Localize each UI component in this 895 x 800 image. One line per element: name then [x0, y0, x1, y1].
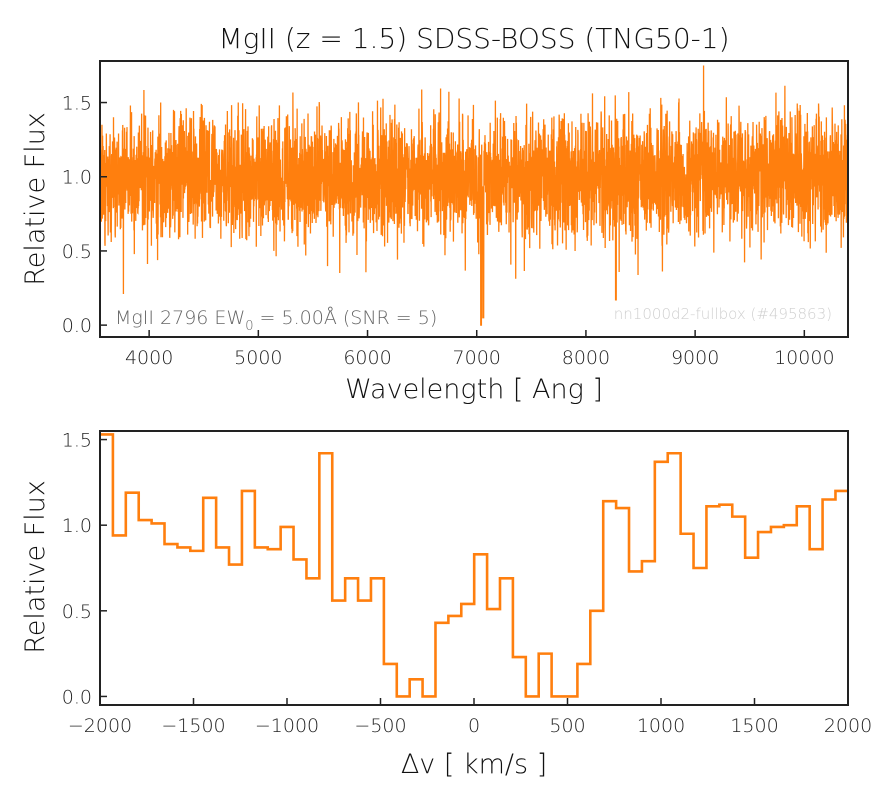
y-tick-label: 0.5 [62, 601, 92, 623]
x-tick-label: 1500 [730, 715, 778, 737]
y-tick-label: 1.5 [62, 93, 92, 115]
ew-annotation: MgII 2796 EW0 = 5.00Å (SNR = 5) [115, 306, 437, 334]
x-tick-label: 2000 [824, 715, 872, 737]
x-tick-label: 10000 [774, 347, 834, 369]
ew-annotation-subscript: 0 [245, 319, 253, 334]
y-tick-label: 0.0 [62, 686, 92, 708]
y-tick-label: 1.5 [62, 430, 92, 452]
x-tick-label: 1000 [637, 715, 685, 737]
x-tick-label: −500 [354, 715, 406, 737]
x-tick-label: 7000 [453, 347, 501, 369]
spectrum-x-ticks: 4000 5000 6000 7000 8000 9000 10000 [125, 330, 835, 369]
velocity-plot-area [100, 433, 848, 698]
x-tick-label: 4000 [125, 347, 173, 369]
x-tick-label: −2000 [68, 715, 132, 737]
chart-title: MgII (z = 1.5) SDSS-BOSS (TNG50-1) [218, 22, 729, 55]
y-tick-label: 1.0 [62, 515, 92, 537]
x-tick-label: −1000 [255, 715, 319, 737]
spectrum-plot-area [100, 65, 848, 326]
x-tick-label: 8000 [562, 347, 610, 369]
y-tick-label: 1.0 [62, 167, 92, 189]
velocity-chart: −2000 −1500 −1000 −500 0 500 1000 1500 2000 0.00… [20, 430, 872, 780]
velocity-x-ticks: −2000 −1500 −1000 −500 0 500 1000 1500 2000 [68, 698, 872, 737]
ew-annotation-main: MgII 2796 EW [115, 307, 245, 329]
velocity-step-line [100, 433, 848, 698]
x-tick-label: 500 [549, 715, 585, 737]
spectrum-axes-frame [99, 60, 849, 338]
x-tick-label: 5000 [234, 347, 282, 369]
x-tick-label: 6000 [343, 347, 391, 369]
velocity-y-ticks: 0.0 0.5 1.0 1.5 [62, 430, 107, 708]
spectrum-y-ticks: 0.0 0.5 1.0 1.5 [62, 93, 107, 337]
velocity-y-axis-label: Relative Flux [20, 480, 51, 654]
x-tick-label: 0 [468, 715, 480, 737]
spectrum-line [100, 65, 848, 326]
x-tick-label: −1500 [161, 715, 225, 737]
spectrum-y-axis-label: Relative Flux [20, 112, 51, 286]
x-tick-label: 9000 [671, 347, 719, 369]
ew-annotation-rest: = 5.00Å (SNR = 5) [254, 306, 438, 329]
velocity-x-axis-label: Δv [ km/s ] [401, 749, 547, 780]
spectrum-x-axis-label: Wavelength [ Ang ] [345, 374, 603, 405]
y-tick-label: 0.0 [62, 315, 92, 337]
simulation-id-annotation: nn1000d2-fullbox (#495863) [614, 305, 832, 323]
spectrum-chart: MgII (z = 1.5) SDSS-BOSS (TNG50-1) 4000 5… [20, 22, 849, 405]
y-tick-label: 0.5 [62, 241, 92, 263]
